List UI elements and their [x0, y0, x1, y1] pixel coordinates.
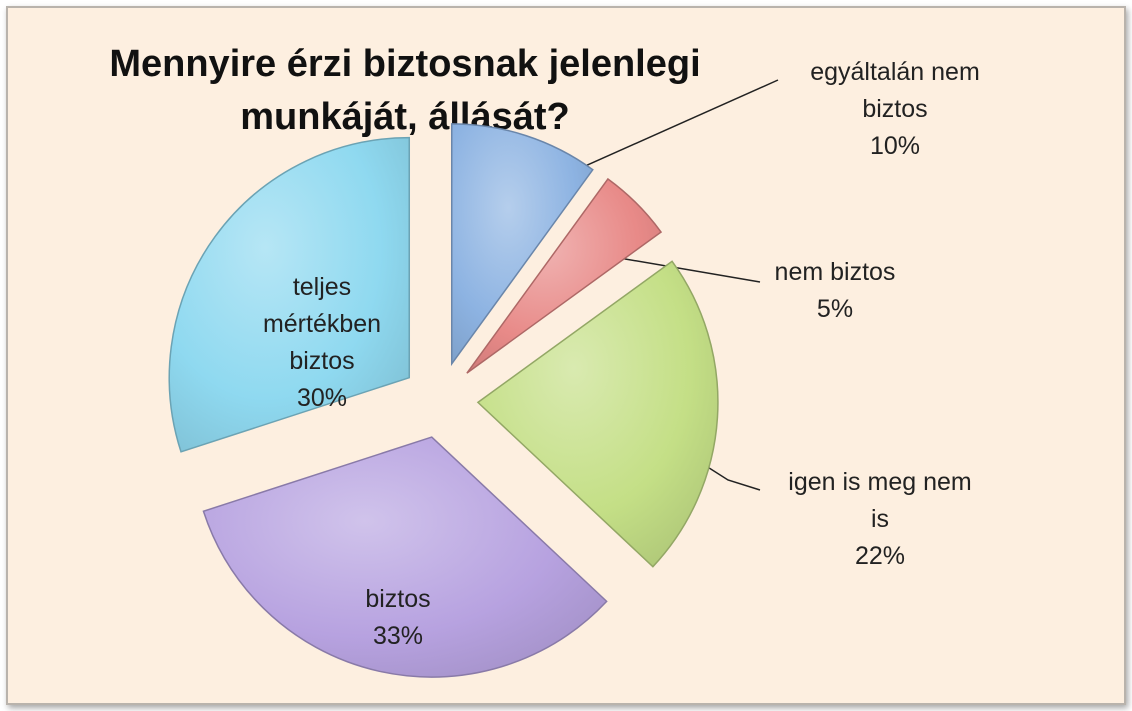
slice-category-label: teljes: [293, 273, 351, 301]
slice-value-label: 10%: [870, 132, 920, 160]
slice-category-label: igen is meg nem: [788, 468, 971, 496]
pie-slice: [450, 123, 594, 367]
chart-title-line-1: Mennyire érzi biztosnak jelenlegi: [109, 43, 701, 85]
slice-category-label: biztos: [862, 95, 927, 123]
chart-title-line-2: munkáját, állását?: [240, 96, 570, 139]
slice-category-label: biztos: [289, 347, 354, 375]
slice-value-label: 5%: [817, 295, 853, 323]
pie-slice: [202, 436, 608, 678]
slice-category-label: biztos: [365, 585, 430, 613]
slice-category-label: egyáltalán nem: [810, 58, 980, 86]
slice-label: igen is meg nem is 22%: [788, 468, 971, 570]
slice-label: biztos 33%: [365, 585, 430, 650]
chart-title: Mennyire érzi biztosnak jelenlegi munkáj…: [80, 38, 730, 144]
slice-label: teljes mértékben biztos 30%: [263, 273, 381, 412]
slice-category-label: nem biztos: [775, 258, 896, 286]
slice-label: egyáltalán nem biztos 10%: [810, 58, 980, 160]
pie-slice: [476, 260, 719, 568]
slice-labels: egyáltalán nem biztos 10% nem biztos 5% igen …: [263, 58, 980, 650]
slice-value-label: 30%: [297, 384, 347, 412]
slice-category-label: is: [871, 505, 889, 533]
pie-slice: [168, 136, 411, 453]
slice-category-label: mértékben: [263, 310, 381, 338]
pie-slices: [168, 123, 719, 678]
pie-slice: [466, 177, 663, 374]
slice-label: nem biztos 5%: [775, 258, 896, 323]
slice-value-label: 22%: [855, 542, 905, 570]
slice-value-label: 33%: [373, 622, 423, 650]
